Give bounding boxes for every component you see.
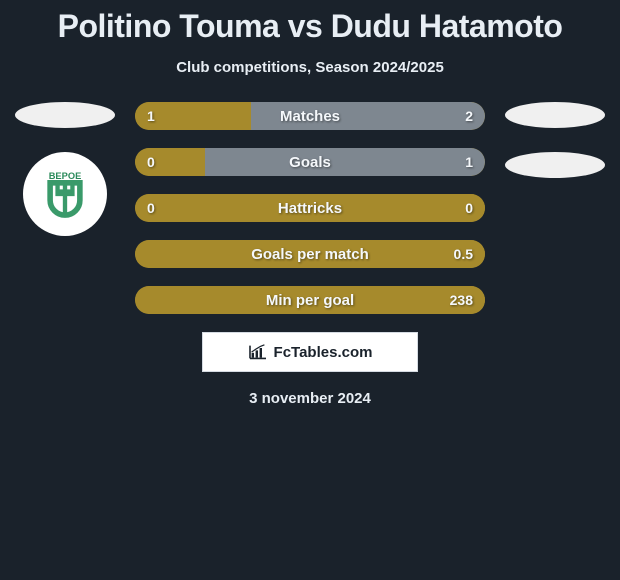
club-badge-left: BEPOE xyxy=(23,152,107,236)
stat-bar: 0.5Goals per match xyxy=(135,240,485,268)
stat-label: Goals xyxy=(135,148,485,176)
brand-text: FcTables.com xyxy=(274,344,373,361)
stat-bars: 12Matches 01Goals 00Hattricks 0.5Goals per … xyxy=(135,102,485,314)
club-badge-placeholder xyxy=(505,152,605,178)
subtitle: Club competitions, Season 2024/2025 xyxy=(0,59,620,76)
badge-text: BEPOE xyxy=(49,171,82,181)
stat-label: Matches xyxy=(135,102,485,130)
date-label: 3 november 2024 xyxy=(0,390,620,407)
stat-label: Hattricks xyxy=(135,194,485,222)
shield-icon: BEPOE xyxy=(34,163,96,225)
stat-bar: 00Hattricks xyxy=(135,194,485,222)
stat-label: Min per goal xyxy=(135,286,485,314)
stat-bar: 01Goals xyxy=(135,148,485,176)
right-player-column xyxy=(500,102,610,202)
stat-bar: 12Matches xyxy=(135,102,485,130)
player-photo-placeholder xyxy=(15,102,115,128)
left-player-column: BEPOE xyxy=(10,102,120,236)
brand-logo[interactable]: FcTables.com xyxy=(202,332,418,372)
chart-icon xyxy=(248,344,268,360)
page-title: Politino Touma vs Dudu Hatamoto xyxy=(0,0,620,45)
stat-label: Goals per match xyxy=(135,240,485,268)
stat-bar: 238Min per goal xyxy=(135,286,485,314)
player-photo-placeholder xyxy=(505,102,605,128)
comparison-panel: BEPOE 12Matches 01Goals 00Hattricks 0.5Goal… xyxy=(0,102,620,314)
